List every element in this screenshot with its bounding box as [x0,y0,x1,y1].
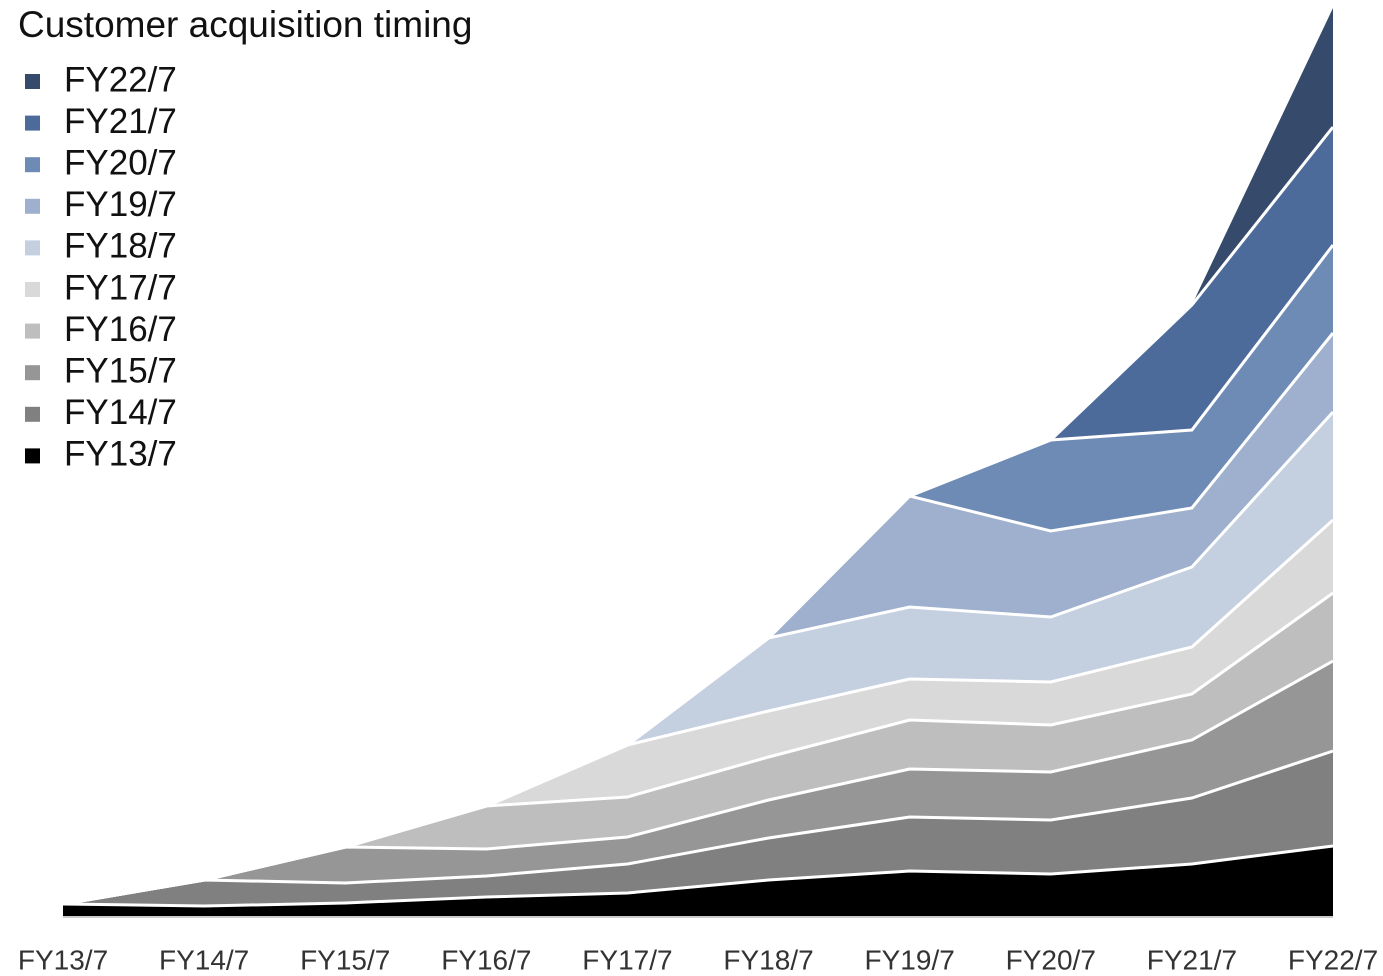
area-edge [62,844,1334,908]
area-edge [62,749,1334,906]
x-tick-label: FY13/7 [18,944,108,975]
legend-swatch [25,365,40,381]
legend-swatch [25,282,40,297]
legend-label: FY21/7 [64,102,177,141]
x-tick-label: FY22/7 [1288,944,1378,975]
x-tick-label: FY16/7 [441,944,531,975]
area-edge [62,126,1335,906]
x-tick-label: FY19/7 [865,944,955,975]
legend-label: FY18/7 [64,227,177,266]
area [63,751,1333,906]
legend-label: FY14/7 [64,393,177,432]
area [63,520,1333,904]
legend-label: FY20/7 [64,143,177,182]
legend-swatch [25,157,40,173]
x-tick-label: FY18/7 [723,944,813,975]
area [63,661,1333,904]
legend-swatch [25,115,40,131]
legend-swatch [25,406,40,422]
legend-label: FY22/7 [64,60,177,99]
legend-swatch [25,323,40,339]
x-tick-label: FY14/7 [159,944,249,975]
area [63,846,1333,917]
legend-swatch [25,448,40,464]
legend-label: FY19/7 [64,185,177,224]
legend-swatch [25,240,40,256]
legend-label: FY13/7 [64,435,177,474]
x-tick-label: FY15/7 [300,944,390,975]
area [63,593,1333,904]
legend-label: FY16/7 [64,310,177,349]
legend-swatch [25,74,40,89]
x-tick-label: FY21/7 [1147,944,1237,975]
legend-label: FY17/7 [64,268,177,307]
x-tick-label: FY17/7 [582,944,672,975]
area [63,412,1333,904]
legend-swatch [25,198,40,214]
x-tick-label: FY20/7 [1006,944,1096,975]
chart-title: Customer acquisition timing [18,4,472,45]
legend-label: FY15/7 [64,351,177,390]
